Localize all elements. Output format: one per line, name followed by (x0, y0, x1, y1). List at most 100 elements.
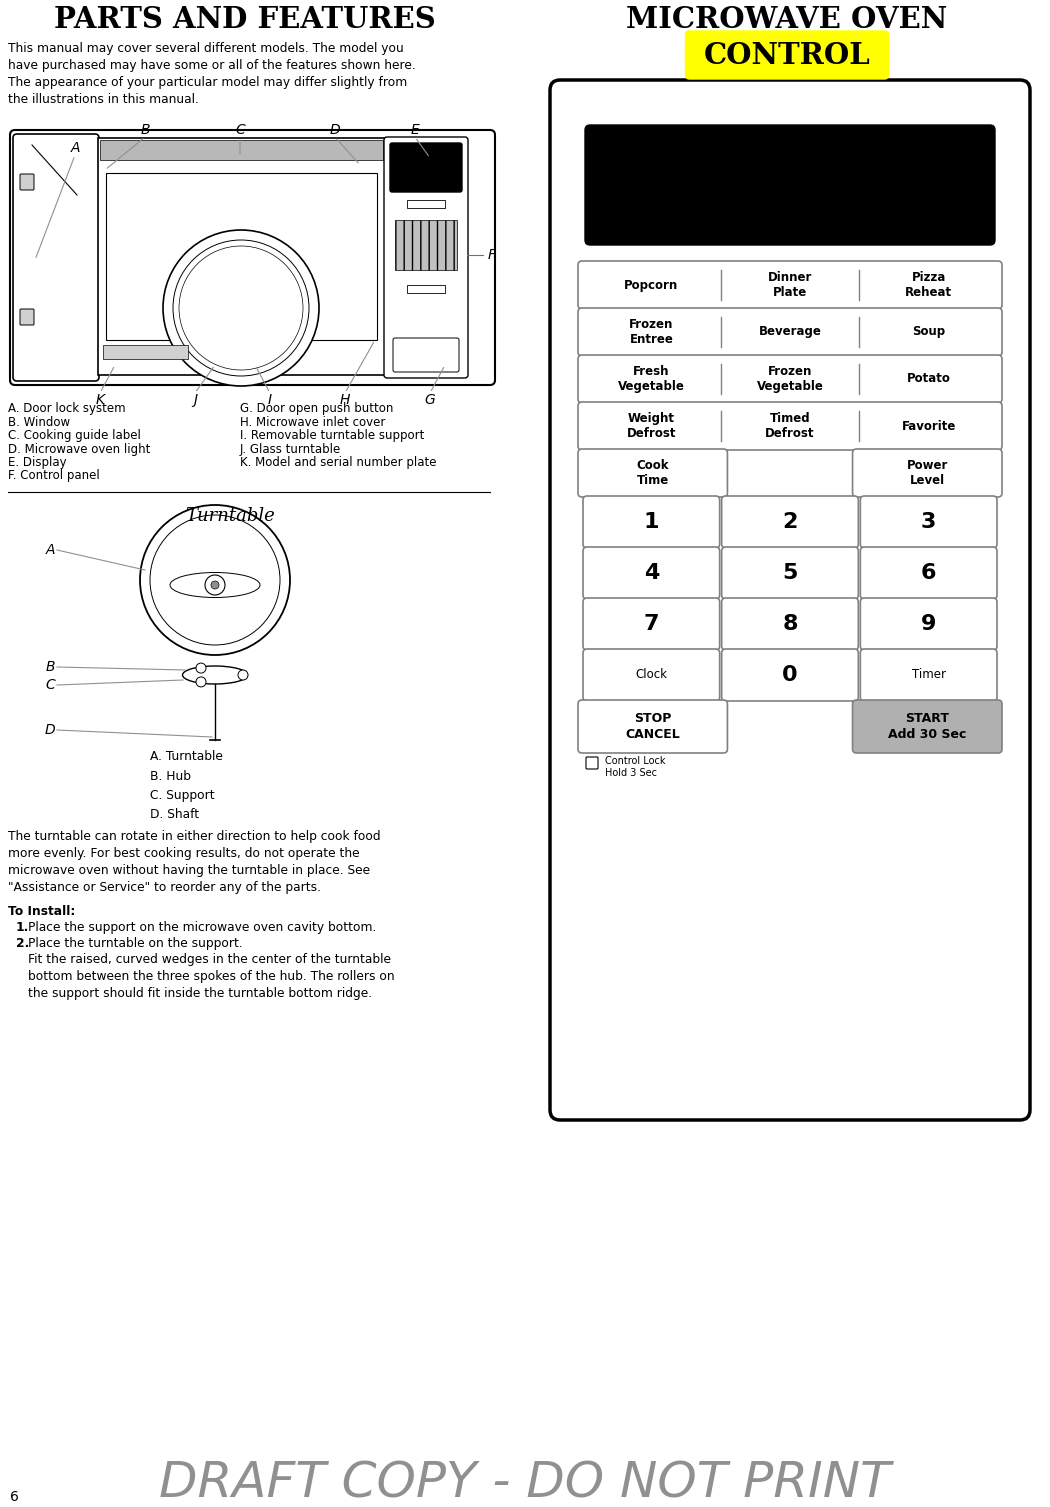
Text: 5: 5 (782, 564, 798, 583)
Text: K: K (96, 393, 105, 407)
Text: Clock: Clock (635, 669, 668, 681)
FancyBboxPatch shape (550, 80, 1030, 1120)
FancyBboxPatch shape (578, 402, 1002, 451)
Circle shape (205, 576, 225, 595)
Text: Favorite: Favorite (902, 419, 956, 433)
Bar (395, 220, 457, 270)
FancyBboxPatch shape (578, 261, 1002, 309)
Circle shape (140, 505, 290, 656)
Text: 3: 3 (921, 512, 937, 532)
Text: DRAFT COPY - DO NOT PRINT: DRAFT COPY - DO NOT PRINT (160, 1460, 890, 1507)
Text: G. Door open push button: G. Door open push button (240, 402, 394, 414)
FancyBboxPatch shape (853, 699, 1002, 754)
FancyBboxPatch shape (860, 650, 998, 701)
FancyBboxPatch shape (578, 699, 728, 754)
FancyBboxPatch shape (20, 309, 34, 326)
Text: B: B (45, 660, 55, 674)
Text: C. Cooking guide label: C. Cooking guide label (8, 429, 141, 442)
Text: Potato: Potato (907, 372, 950, 386)
Text: START
Add 30 Sec: START Add 30 Sec (888, 713, 966, 740)
Text: 1.: 1. (16, 921, 29, 934)
Text: I: I (268, 393, 272, 407)
FancyBboxPatch shape (860, 496, 998, 549)
Text: Soup: Soup (912, 326, 945, 339)
Text: E: E (411, 124, 419, 137)
Ellipse shape (183, 666, 248, 684)
Text: The turntable can rotate in either direction to help cook food
more evenly. For : The turntable can rotate in either direc… (8, 830, 380, 894)
Text: B: B (141, 124, 150, 137)
Text: D: D (44, 723, 55, 737)
Text: PARTS AND FEATURES: PARTS AND FEATURES (55, 5, 436, 35)
Circle shape (238, 671, 248, 680)
FancyBboxPatch shape (860, 547, 998, 598)
Text: H. Microwave inlet cover: H. Microwave inlet cover (240, 416, 385, 428)
Text: A. Turntable
B. Hub
C. Support
D. Shaft: A. Turntable B. Hub C. Support D. Shaft (150, 750, 223, 821)
FancyBboxPatch shape (585, 125, 995, 246)
Text: H: H (340, 393, 351, 407)
FancyBboxPatch shape (586, 757, 598, 769)
Text: Fit the raised, curved wedges in the center of the turntable
bottom between the : Fit the raised, curved wedges in the cen… (28, 952, 395, 1001)
Text: 6: 6 (921, 564, 937, 583)
FancyBboxPatch shape (390, 143, 462, 191)
FancyBboxPatch shape (578, 307, 1002, 356)
Text: 8: 8 (782, 613, 798, 634)
Text: K. Model and serial number plate: K. Model and serial number plate (240, 457, 437, 469)
Text: Place the turntable on the support.: Place the turntable on the support. (28, 937, 243, 949)
Circle shape (150, 515, 280, 645)
Bar (407, 285, 445, 292)
Circle shape (196, 663, 206, 674)
FancyBboxPatch shape (583, 547, 719, 598)
Text: CONTROL: CONTROL (704, 41, 870, 69)
Text: Dinner
Plate: Dinner Plate (768, 271, 813, 298)
FancyBboxPatch shape (20, 173, 34, 190)
Text: This manual may cover several different models. The model you
have purchased may: This manual may cover several different … (8, 42, 416, 105)
Circle shape (196, 677, 206, 687)
Text: Control Lock
Hold 3 Sec: Control Lock Hold 3 Sec (605, 757, 666, 778)
Text: Frozen
Entree: Frozen Entree (629, 318, 673, 347)
Text: Pizza
Reheat: Pizza Reheat (905, 271, 952, 298)
Text: J. Glass turntable: J. Glass turntable (240, 443, 341, 455)
FancyBboxPatch shape (393, 338, 459, 372)
Text: 0: 0 (782, 665, 798, 686)
Text: B. Window: B. Window (8, 416, 70, 428)
Ellipse shape (170, 573, 260, 597)
FancyBboxPatch shape (721, 496, 858, 549)
Text: C: C (45, 678, 55, 692)
Bar (103, 345, 188, 359)
Text: A: A (45, 543, 55, 558)
Circle shape (173, 240, 309, 377)
Text: C: C (235, 124, 245, 137)
Text: 7: 7 (644, 613, 659, 634)
Text: Timer: Timer (911, 669, 946, 681)
FancyBboxPatch shape (578, 356, 1002, 402)
Text: Beverage: Beverage (758, 326, 821, 339)
Bar (106, 173, 377, 341)
Text: MICROWAVE OVEN: MICROWAVE OVEN (627, 5, 947, 35)
Bar (98, 139, 385, 375)
Text: STOP
CANCEL: STOP CANCEL (626, 713, 680, 740)
FancyBboxPatch shape (578, 449, 728, 497)
Text: G: G (424, 393, 436, 407)
Text: Popcorn: Popcorn (624, 279, 678, 291)
Text: D: D (330, 124, 340, 137)
Text: A. Door lock system: A. Door lock system (8, 402, 126, 414)
Text: Turntable: Turntable (185, 506, 275, 524)
FancyBboxPatch shape (583, 598, 719, 650)
Text: F: F (488, 249, 496, 262)
Text: A: A (70, 142, 80, 155)
Circle shape (211, 582, 219, 589)
FancyBboxPatch shape (384, 137, 468, 378)
Text: 6: 6 (10, 1490, 19, 1504)
Circle shape (163, 231, 319, 386)
FancyBboxPatch shape (860, 598, 998, 650)
Text: Weight
Defrost: Weight Defrost (627, 411, 676, 440)
Text: 4: 4 (644, 564, 659, 583)
Text: 2.: 2. (16, 937, 29, 949)
Text: Power
Level: Power Level (906, 460, 948, 487)
Text: F. Control panel: F. Control panel (8, 470, 100, 482)
Circle shape (178, 246, 303, 371)
FancyBboxPatch shape (721, 650, 858, 701)
FancyBboxPatch shape (583, 496, 719, 549)
Text: I. Removable turntable support: I. Removable turntable support (240, 429, 424, 442)
Text: To Install:: To Install: (8, 906, 76, 918)
